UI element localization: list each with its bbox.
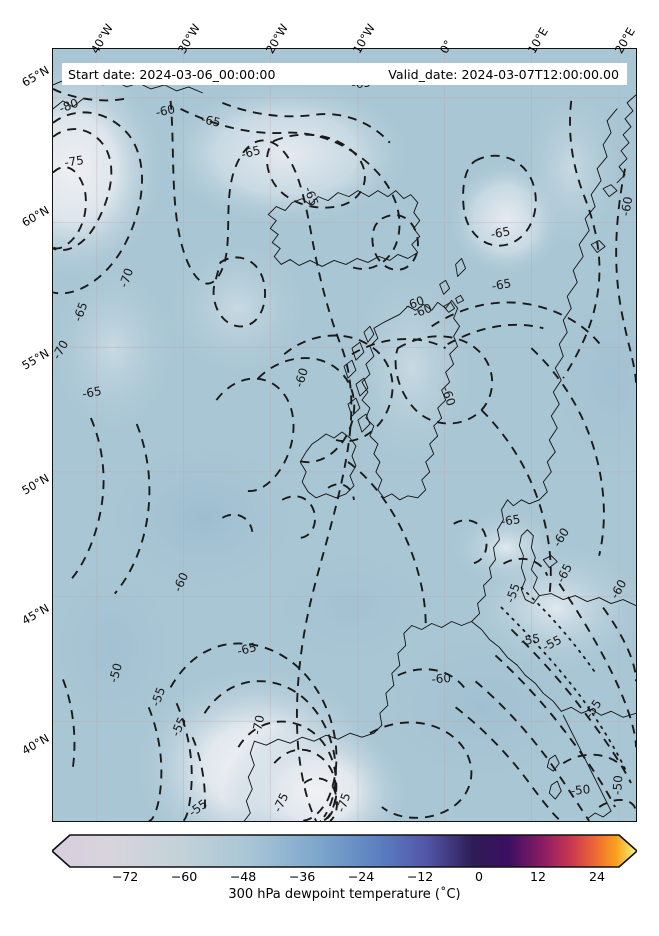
svg-text:-60: -60 <box>618 195 635 217</box>
colorbar-tick-label: −48 <box>229 869 257 884</box>
svg-text:-60: -60 <box>431 671 451 686</box>
svg-text:-65: -65 <box>500 512 521 529</box>
svg-text:-60: -60 <box>403 293 426 313</box>
coastlines <box>53 78 636 821</box>
svg-text:-55: -55 <box>519 631 541 648</box>
map-axes[interactable]: -80 -75 -65 -70 -65 -70 -60 -65 -65 -65 … <box>52 48 637 822</box>
colorbar-tick-label: −72 <box>111 869 139 884</box>
lat-tick-label: 60°N <box>19 202 52 230</box>
lat-tick-label: 55°N <box>19 345 52 373</box>
dewpoint-field: -80 -75 -65 -70 -65 -70 -60 -65 -65 -65 … <box>53 49 636 821</box>
svg-text:-60: -60 <box>439 385 458 408</box>
colorbar[interactable]: −72 −60 −48 −36 −24 −12 0 12 24 <box>52 833 637 884</box>
svg-text:-75: -75 <box>63 153 84 170</box>
svg-text:-50: -50 <box>570 782 591 798</box>
valid-date-label: Valid_date: 2024-03-07T12:00:00.00 <box>388 66 619 82</box>
colorbar-tick-label: −12 <box>406 869 434 884</box>
svg-text:-60: -60 <box>154 102 176 120</box>
contour-lines <box>53 88 636 821</box>
svg-text:-65: -65 <box>71 300 91 323</box>
lat-tick-label: 45°N <box>19 600 52 628</box>
svg-text:-80: -80 <box>57 96 80 116</box>
svg-text:-60: -60 <box>292 366 311 389</box>
svg-text:-65: -65 <box>200 112 222 130</box>
map-graphics: -80 -75 -65 -70 -65 -70 -60 -65 -65 -65 … <box>53 49 636 821</box>
svg-text:-50: -50 <box>106 662 125 685</box>
colorbar-title: 300 hPa dewpoint temperature (˚C) <box>228 887 461 902</box>
lat-tick-label: 40°N <box>19 730 52 758</box>
lat-tick-label: 65°N <box>19 62 52 90</box>
svg-text:-55: -55 <box>148 685 168 708</box>
colorbar-tick-label: 0 <box>474 869 484 884</box>
colorbar-tick-label: −60 <box>170 869 198 884</box>
svg-text:-65: -65 <box>491 276 513 293</box>
colorbar-tick-label: −36 <box>288 869 316 884</box>
svg-text:-65: -65 <box>490 224 512 241</box>
svg-text:-65: -65 <box>301 185 321 208</box>
date-banner: Start date: 2024-03-06_00:00:00 Valid_da… <box>62 63 627 85</box>
svg-text:-75: -75 <box>334 791 354 814</box>
contour-dotted <box>500 586 628 775</box>
colorbar-tick-label: 12 <box>529 869 547 884</box>
svg-text:-55: -55 <box>503 581 523 604</box>
lat-tick-label: 50°N <box>19 470 52 498</box>
svg-text:-65: -65 <box>236 640 258 658</box>
colorbar-tick-label: 24 <box>588 869 606 884</box>
svg-text:-70: -70 <box>250 714 268 736</box>
svg-text:-70: -70 <box>116 266 136 289</box>
svg-text:-65: -65 <box>240 143 262 162</box>
svg-text:-65: -65 <box>81 384 103 401</box>
start-date-label: Start date: 2024-03-06_00:00:00 <box>68 66 276 82</box>
svg-text:-60: -60 <box>411 301 434 321</box>
colorbar-tick-label: −24 <box>347 869 375 884</box>
colorbar-gradient <box>52 834 637 868</box>
svg-text:-50: -50 <box>610 775 625 795</box>
